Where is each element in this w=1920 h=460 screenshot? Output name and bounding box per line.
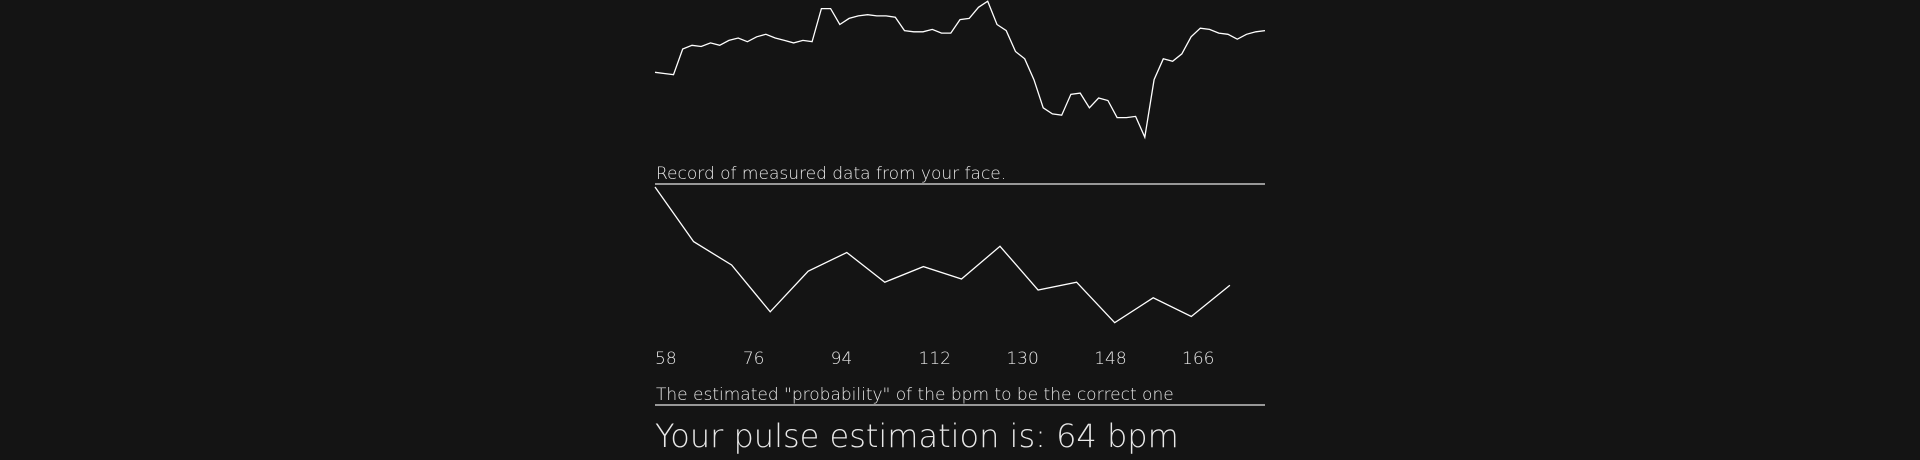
signal-line xyxy=(654,0,1266,140)
pulse-result: Your pulse estimation is: 64 bpm xyxy=(655,417,1179,455)
x-tick-label: 94 xyxy=(831,349,853,369)
x-tick-label: 130 xyxy=(1006,349,1038,369)
x-tick-label: 58 xyxy=(655,349,677,369)
caption-record: Record of measured data from your face. xyxy=(656,164,1006,184)
caption-probability: The estimated "probability" of the bpm t… xyxy=(656,385,1174,405)
signal-line xyxy=(654,186,1231,324)
x-tick-label: 112 xyxy=(919,349,951,369)
x-tick-label: 76 xyxy=(743,349,765,369)
x-tick-label: 148 xyxy=(1094,349,1126,369)
x-tick-label: 166 xyxy=(1182,349,1214,369)
